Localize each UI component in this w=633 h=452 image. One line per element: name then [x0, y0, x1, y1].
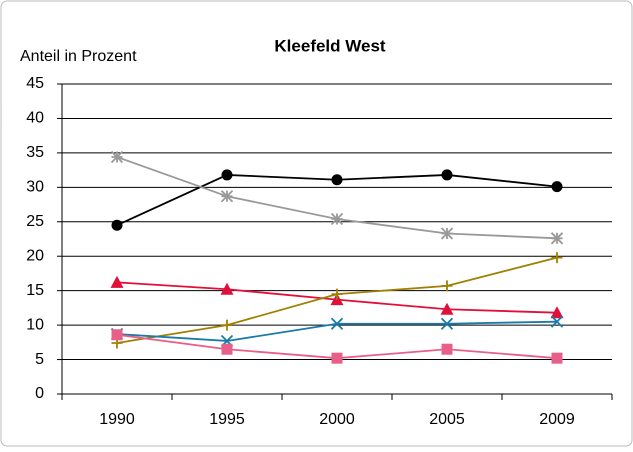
- marker: [441, 280, 453, 292]
- y-tick-label: 20: [26, 247, 44, 264]
- y-tick-label: 25: [26, 213, 44, 230]
- marker: [331, 288, 343, 300]
- series: [110, 150, 564, 245]
- marker: [220, 282, 234, 295]
- y-axis-label: Anteil in Prozent: [20, 48, 137, 65]
- marker: [110, 150, 124, 164]
- marker: [330, 212, 344, 226]
- marker: [441, 343, 453, 355]
- marker: [221, 319, 233, 331]
- marker: [111, 219, 123, 231]
- x-tick-label: 2009: [539, 411, 575, 428]
- marker: [111, 329, 123, 341]
- x-tick-label: 1995: [209, 411, 245, 428]
- y-tick-label: 45: [26, 75, 44, 92]
- marker: [551, 181, 563, 193]
- series: [111, 169, 563, 231]
- y-tick-label: 10: [26, 316, 44, 333]
- marker: [331, 352, 343, 364]
- marker: [440, 302, 454, 315]
- marker: [440, 227, 454, 240]
- marker: [551, 252, 563, 264]
- marker: [220, 190, 234, 203]
- marker: [441, 169, 453, 181]
- chart-title: Kleefeld West: [274, 36, 386, 55]
- marker: [221, 343, 233, 355]
- y-tick-label: 15: [26, 282, 44, 299]
- marker: [331, 174, 343, 186]
- marker: [110, 275, 124, 288]
- y-tick-label: 5: [35, 351, 44, 368]
- marker: [440, 317, 454, 330]
- y-tick-label: 40: [26, 110, 44, 127]
- marker: [550, 306, 564, 319]
- marker: [550, 232, 564, 245]
- marker: [551, 352, 563, 364]
- x-tick-label: 1990: [99, 411, 135, 428]
- y-tick-label: 0: [35, 385, 44, 402]
- marker: [550, 315, 564, 328]
- x-tick-label: 2005: [429, 411, 465, 428]
- y-tick-label: 30: [26, 179, 44, 196]
- marker: [330, 317, 344, 330]
- series: [111, 329, 563, 364]
- y-tick-label: 35: [26, 144, 44, 161]
- marker: [221, 169, 233, 181]
- series: [110, 275, 564, 319]
- x-tick-label: 2000: [319, 411, 355, 428]
